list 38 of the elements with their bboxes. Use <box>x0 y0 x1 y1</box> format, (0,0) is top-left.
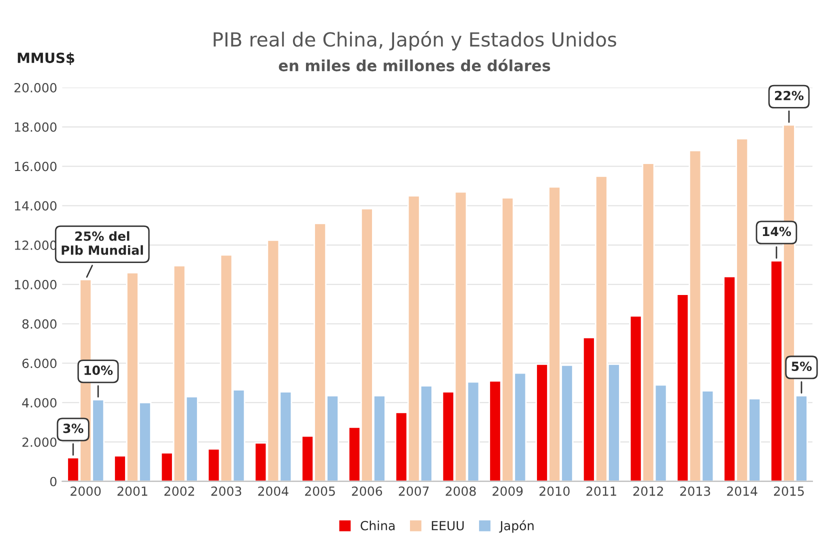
annotation: 22% <box>775 90 804 100</box>
x-tick-label: 2012 <box>633 486 663 496</box>
x-tick-label: 2007 <box>398 486 429 496</box>
x-tick-label: 2002 <box>164 486 194 496</box>
y-tick-label: 0 <box>50 476 56 486</box>
x-tick-label: 2003 <box>211 486 242 496</box>
annotation: 25% del PIb Mundial <box>62 231 143 255</box>
x-tick-label: 2001 <box>118 486 148 496</box>
y-tick-label: 6.000 <box>22 358 56 368</box>
x-tick-label: 2004 <box>258 486 288 496</box>
y-tick-label: 10.000 <box>14 280 56 290</box>
x-tick-label: 2013 <box>680 486 710 496</box>
x-tick-label: 2000 <box>70 486 101 496</box>
y-axis-title: MMUS$ <box>18 52 74 65</box>
x-tick-label: 2015 <box>774 486 804 496</box>
x-tick-label: 2006 <box>352 486 382 496</box>
y-tick-label: 18.000 <box>14 122 56 132</box>
x-tick-label: 2005 <box>305 486 335 496</box>
y-tick-label: 16.000 <box>14 162 56 172</box>
y-tick-label: 8.000 <box>22 319 56 329</box>
chart-subtitle: en miles de millones de dólares <box>278 58 550 72</box>
x-tick-label: 2010 <box>540 486 570 496</box>
x-tick-label: 2011 <box>586 486 616 496</box>
annotation: 10% <box>84 366 113 375</box>
annotation: 14% <box>762 226 792 236</box>
x-tick-label: 2014 <box>727 486 758 496</box>
x-tick-label: 2009 <box>492 486 523 496</box>
legend-label: Japón <box>499 520 534 533</box>
y-tick-label: 4.000 <box>22 398 56 408</box>
y-tick-label: 2.000 <box>22 437 56 447</box>
legend-label: China <box>360 520 395 530</box>
y-tick-label: 20.000 <box>14 82 56 92</box>
annotation: 5% <box>792 362 812 372</box>
x-tick-label: 2008 <box>446 486 476 496</box>
y-tick-label: 14.000 <box>14 201 56 211</box>
chart-title: PIB real de China, Japón y Estados Unidos <box>214 30 616 51</box>
annotation: 3% <box>63 424 84 434</box>
legend-label: EEUU <box>432 521 464 530</box>
